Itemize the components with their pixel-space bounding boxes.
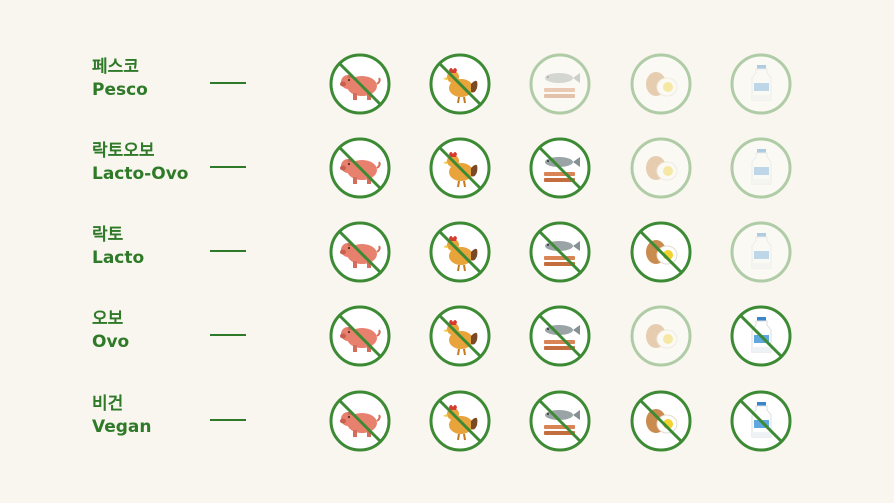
chicken-icon — [429, 53, 491, 115]
dairy-symbol — [730, 137, 792, 199]
egg-symbol — [630, 390, 692, 452]
diet-label: 비건 Vegan — [92, 393, 152, 439]
pork-symbol — [329, 137, 391, 199]
pig-icon — [329, 305, 391, 367]
diet-name-korean: 락토 — [92, 225, 124, 245]
dairy-symbol — [730, 221, 792, 283]
poultry-symbol — [429, 390, 491, 452]
diet-name-korean: 락토오보 — [92, 141, 155, 161]
diet-name-korean: 오보 — [92, 309, 124, 329]
poultry-symbol — [429, 305, 491, 367]
connector-dash — [210, 334, 246, 336]
diet-name-english: Lacto-Ovo — [92, 164, 189, 184]
fish-icon — [529, 390, 591, 452]
diet-name-korean: 비건 — [92, 394, 124, 414]
poultry-symbol — [429, 53, 491, 115]
egg-symbol — [630, 137, 692, 199]
egg-icon — [630, 137, 692, 199]
fish-icon — [529, 305, 591, 367]
diet-label: 락토오보 Lacto-Ovo — [92, 140, 188, 186]
fish-icon — [529, 53, 591, 115]
diet-row-pesco: 페스코 Pesco — [0, 42, 894, 126]
fish-symbol — [529, 221, 591, 283]
pig-icon — [329, 137, 391, 199]
diet-name-english: Lacto — [92, 248, 145, 268]
connector-dash — [210, 166, 246, 168]
pig-icon — [329, 390, 391, 452]
poultry-symbol — [429, 221, 491, 283]
chicken-icon — [429, 390, 491, 452]
diet-name-english: Pesco — [92, 80, 148, 100]
diet-row-vegan: 비건 Vegan — [0, 379, 894, 463]
diet-name-korean: 페스코 — [92, 57, 139, 77]
egg-icon — [630, 305, 692, 367]
chicken-icon — [429, 305, 491, 367]
connector-dash — [210, 250, 246, 252]
pork-symbol — [329, 53, 391, 115]
pig-icon — [329, 221, 391, 283]
connector-dash — [210, 419, 246, 421]
diet-row-lacto-ovo: 락토오보 Lacto-Ovo — [0, 126, 894, 210]
chicken-icon — [429, 221, 491, 283]
diet-name-english: Ovo — [92, 332, 130, 352]
milk-bottle-icon — [730, 137, 792, 199]
dairy-symbol — [730, 390, 792, 452]
connector-dash — [210, 82, 246, 84]
egg-symbol — [630, 305, 692, 367]
milk-bottle-icon — [730, 53, 792, 115]
fish-symbol — [529, 305, 591, 367]
fish-icon — [529, 137, 591, 199]
pork-symbol — [329, 390, 391, 452]
diet-label: 락토 Lacto — [92, 224, 144, 270]
diet-row-lacto: 락토 Lacto — [0, 210, 894, 294]
fish-symbol — [529, 137, 591, 199]
diet-label: 페스코 Pesco — [92, 56, 148, 102]
poultry-symbol — [429, 137, 491, 199]
chicken-icon — [429, 137, 491, 199]
pig-icon — [329, 53, 391, 115]
fish-symbol — [529, 53, 591, 115]
pork-symbol — [329, 305, 391, 367]
milk-bottle-icon — [730, 305, 792, 367]
milk-bottle-icon — [730, 390, 792, 452]
egg-icon — [630, 221, 692, 283]
egg-symbol — [630, 221, 692, 283]
diet-name-english: Vegan — [92, 417, 152, 437]
fish-symbol — [529, 390, 591, 452]
dairy-symbol — [730, 305, 792, 367]
milk-bottle-icon — [730, 221, 792, 283]
pork-symbol — [329, 221, 391, 283]
egg-icon — [630, 53, 692, 115]
egg-symbol — [630, 53, 692, 115]
diet-row-ovo: 오보 Ovo — [0, 294, 894, 378]
fish-icon — [529, 221, 591, 283]
egg-icon — [630, 390, 692, 452]
dairy-symbol — [730, 53, 792, 115]
diet-label: 오보 Ovo — [92, 308, 129, 354]
